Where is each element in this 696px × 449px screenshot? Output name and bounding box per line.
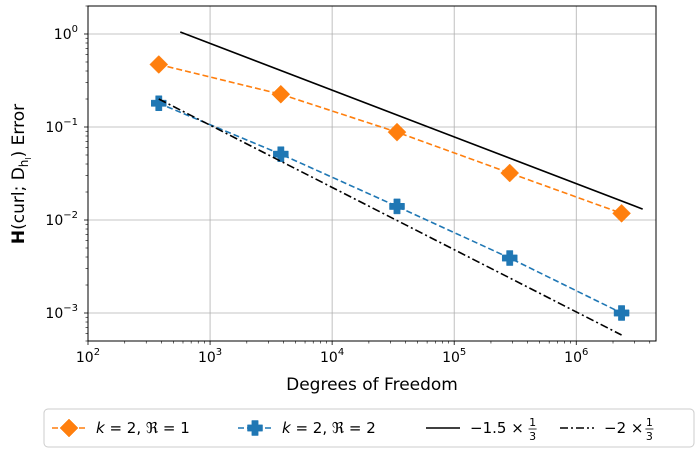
- x-tick-label-base: 10: [320, 350, 338, 366]
- x-tick-label-exp: 4: [338, 347, 344, 358]
- x-tick-label: 102: [76, 347, 100, 366]
- y-axis-title-tail: ) Error: [9, 104, 29, 157]
- legend-label-k-value: = 2,: [291, 419, 332, 437]
- y-axis-title-group: H(curl; Dhl) Error: [9, 104, 33, 244]
- x-tick-label-exp: 5: [460, 347, 466, 358]
- y-tick-label: 10−3: [45, 303, 78, 322]
- series-line-3: [158, 98, 622, 336]
- y-tick-label: 100: [54, 24, 78, 43]
- y-tick-label-base: 10: [54, 27, 72, 43]
- legend-frame: [43, 408, 695, 448]
- plus-marker: [273, 146, 289, 162]
- y-axis-title-sub: h: [17, 160, 31, 168]
- y-tick-label: 10−1: [45, 117, 78, 136]
- y-tick-label-exp: −1: [63, 117, 78, 128]
- y-tick-label: 10−2: [45, 210, 78, 229]
- grid-lines: [87, 6, 656, 341]
- x-tick-label: 103: [198, 347, 222, 366]
- series-line-2: [179, 31, 643, 210]
- y-tick-label-exp: 0: [72, 24, 78, 35]
- x-tick-label-base: 10: [442, 350, 460, 366]
- legend-label-k-value: = 2,: [105, 419, 146, 437]
- diamond-marker: [500, 163, 520, 183]
- y-tick-label-exp: −2: [63, 210, 78, 221]
- legend-fraction-denominator: 3: [529, 430, 536, 443]
- diamond-marker: [271, 84, 291, 104]
- x-tick-label-base: 10: [76, 350, 94, 366]
- plus-marker: [501, 250, 518, 266]
- y-axis-title-main: (curl; D: [9, 167, 29, 230]
- x-tick-label-exp: 6: [582, 347, 588, 358]
- legend-fraction-numerator: 1: [646, 416, 653, 429]
- diamond-marker: [387, 122, 407, 142]
- legend-label-0: k = 2, ℜ = 1: [96, 419, 190, 437]
- y-tick-label-base: 10: [45, 213, 63, 229]
- legend-label-r: ℜ: [332, 419, 344, 437]
- x-tick-label-base: 10: [198, 350, 216, 366]
- x-tick-label: 106: [564, 347, 588, 366]
- plus-marker: [613, 305, 630, 321]
- legend-label-k: k: [96, 419, 106, 437]
- y-axis-title-subsub: l: [24, 157, 33, 159]
- legend-label-r-value: = 1: [158, 419, 190, 437]
- y-tick-label-base: 10: [45, 120, 63, 136]
- y-axis-title: H(curl; Dhl) Error: [9, 104, 33, 244]
- plot-area: [88, 6, 656, 341]
- plus-marker: [247, 420, 263, 436]
- legend-label-3: −2 ×: [604, 419, 643, 437]
- x-axis-title: Degrees of Freedom: [286, 375, 458, 395]
- x-tick-label-exp: 3: [216, 347, 222, 358]
- legend-label-r-value: = 2: [344, 419, 376, 437]
- series-group: [149, 31, 643, 336]
- series-line-1: [158, 102, 622, 314]
- diamond-marker: [149, 55, 169, 74]
- x-tick-label: 105: [442, 347, 466, 366]
- plot-frame: [87, 5, 657, 342]
- y-axis-title-bold: H: [9, 230, 29, 244]
- x-tick-label-base: 10: [564, 350, 582, 366]
- legend-label-2: −1.5 ×: [470, 419, 524, 437]
- plus-marker: [389, 198, 405, 215]
- diamond-marker: [59, 418, 79, 438]
- legend-label-prefix: −1.5 ×: [470, 419, 524, 437]
- legend-label-1: k = 2, ℜ = 2: [282, 419, 376, 437]
- x-tick-label: 104: [320, 347, 344, 366]
- x-tick-label-exp: 2: [94, 347, 100, 358]
- legend-fraction-numerator: 1: [529, 416, 536, 429]
- legend-fraction-denominator: 3: [646, 430, 653, 443]
- y-tick-label-exp: −3: [63, 303, 78, 314]
- legend-label-r: ℜ: [146, 419, 158, 437]
- y-tick-label-base: 10: [45, 306, 63, 322]
- legend-label-prefix: −2 ×: [604, 419, 643, 437]
- diamond-marker: [612, 203, 631, 223]
- legend-label-k: k: [282, 419, 292, 437]
